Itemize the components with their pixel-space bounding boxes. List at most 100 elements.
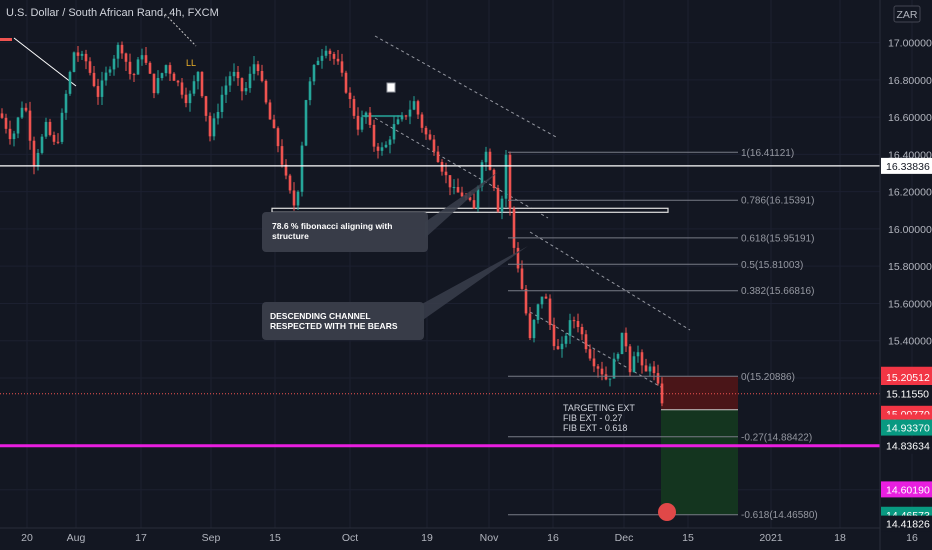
candle-body[interactable] bbox=[424, 127, 428, 135]
candle-body[interactable] bbox=[172, 73, 176, 81]
candle-body[interactable] bbox=[352, 99, 356, 116]
candle-body[interactable] bbox=[648, 366, 652, 372]
candle-body[interactable] bbox=[240, 78, 244, 92]
candle-body[interactable] bbox=[468, 197, 472, 201]
candle-body[interactable] bbox=[524, 288, 528, 314]
candle-body[interactable] bbox=[460, 192, 464, 197]
candle-body[interactable] bbox=[40, 136, 44, 153]
candle-body[interactable] bbox=[8, 128, 12, 140]
candle-body[interactable] bbox=[616, 354, 620, 359]
candle-body[interactable] bbox=[328, 50, 332, 54]
candle-body[interactable] bbox=[112, 58, 116, 70]
candle-body[interactable] bbox=[504, 154, 508, 199]
candle-body[interactable] bbox=[540, 296, 544, 305]
candle-body[interactable] bbox=[312, 64, 316, 82]
candle-body[interactable] bbox=[404, 115, 408, 117]
candle-body[interactable] bbox=[204, 96, 208, 116]
fib-callout-box[interactable] bbox=[262, 212, 428, 252]
candle-body[interactable] bbox=[624, 332, 628, 347]
candle-body[interactable] bbox=[548, 298, 552, 325]
candle-body[interactable] bbox=[384, 144, 388, 148]
candle-body[interactable] bbox=[636, 352, 640, 357]
take-profit-zone[interactable] bbox=[661, 409, 738, 515]
price-tag[interactable] bbox=[881, 481, 932, 498]
currency-badge[interactable]: ZAR bbox=[893, 5, 921, 23]
candle-body[interactable] bbox=[80, 53, 84, 56]
candle-body[interactable] bbox=[132, 74, 136, 76]
candle-body[interactable] bbox=[104, 72, 108, 81]
candle-body[interactable] bbox=[100, 80, 104, 97]
candle-body[interactable] bbox=[288, 175, 292, 191]
candle-body[interactable] bbox=[572, 320, 576, 322]
candle-body[interactable] bbox=[372, 124, 376, 147]
candle-body[interactable] bbox=[256, 64, 260, 72]
candle-body[interactable] bbox=[164, 65, 168, 74]
candle-body[interactable] bbox=[144, 55, 148, 63]
candle-body[interactable] bbox=[348, 92, 352, 100]
candle-body[interactable] bbox=[356, 115, 360, 130]
candle-body[interactable] bbox=[396, 119, 400, 125]
candle-body[interactable] bbox=[268, 102, 272, 120]
candle-body[interactable] bbox=[452, 187, 456, 189]
candle-body[interactable] bbox=[44, 121, 48, 137]
candle-body[interactable] bbox=[392, 124, 396, 140]
candle-body[interactable] bbox=[96, 86, 100, 97]
candle-body[interactable] bbox=[496, 187, 500, 212]
candle-body[interactable] bbox=[128, 61, 132, 75]
candle-body[interactable] bbox=[388, 139, 392, 145]
event-marker-icon[interactable] bbox=[658, 503, 676, 521]
candle-body[interactable] bbox=[516, 247, 520, 269]
candle-body[interactable] bbox=[284, 164, 288, 176]
candle-body[interactable] bbox=[32, 140, 36, 166]
candle-body[interactable] bbox=[608, 378, 612, 380]
candle-body[interactable] bbox=[88, 61, 92, 73]
candle-body[interactable] bbox=[244, 88, 248, 92]
candle-body[interactable] bbox=[640, 352, 644, 366]
candle-body[interactable] bbox=[544, 296, 548, 299]
candle-body[interactable] bbox=[532, 319, 536, 339]
candle-body[interactable] bbox=[156, 78, 160, 94]
candle-body[interactable] bbox=[236, 71, 240, 79]
candle-body[interactable] bbox=[552, 324, 556, 347]
level-price-tag[interactable] bbox=[881, 157, 932, 174]
candle-body[interactable] bbox=[472, 200, 476, 209]
stop-loss-zone[interactable] bbox=[661, 376, 738, 410]
candle-body[interactable] bbox=[632, 356, 636, 373]
candle-body[interactable] bbox=[72, 52, 76, 72]
candle-body[interactable] bbox=[136, 59, 140, 75]
candle-body[interactable] bbox=[160, 73, 164, 79]
candle-body[interactable] bbox=[324, 50, 328, 56]
candle-body[interactable] bbox=[596, 366, 600, 369]
candle-body[interactable] bbox=[656, 373, 660, 384]
candle-body[interactable] bbox=[264, 80, 268, 103]
candle-body[interactable] bbox=[60, 112, 64, 142]
candle-body[interactable] bbox=[148, 62, 152, 74]
candle-body[interactable] bbox=[612, 358, 616, 379]
candle-body[interactable] bbox=[76, 52, 80, 56]
candle-body[interactable] bbox=[344, 72, 348, 93]
candle-body[interactable] bbox=[364, 112, 368, 118]
time-axis[interactable]: 20 Aug 17 Sep 15 Oct 19 Nov 16 Dec 15 2021 18 16 bbox=[0, 527, 918, 544]
candle-body[interactable] bbox=[336, 58, 340, 62]
candle-body[interactable] bbox=[508, 154, 512, 209]
candle-body[interactable] bbox=[140, 55, 144, 60]
candle-body[interactable] bbox=[592, 358, 596, 367]
candle-body[interactable] bbox=[408, 109, 412, 117]
candle-body[interactable] bbox=[92, 72, 96, 87]
candle-body[interactable] bbox=[24, 107, 28, 111]
candle-body[interactable] bbox=[600, 368, 604, 375]
candle-body[interactable] bbox=[252, 64, 256, 74]
candle-body[interactable] bbox=[300, 145, 304, 192]
candle-body[interactable] bbox=[644, 365, 648, 372]
candle-body[interactable] bbox=[448, 175, 452, 188]
candle-body[interactable] bbox=[36, 152, 40, 166]
channel-callout-box[interactable] bbox=[262, 302, 424, 340]
candle-body[interactable] bbox=[444, 171, 448, 176]
candle-body[interactable] bbox=[476, 186, 480, 209]
candle-body[interactable] bbox=[120, 44, 124, 54]
candle-body[interactable] bbox=[316, 60, 320, 65]
candle-body[interactable] bbox=[512, 208, 516, 248]
candle-body[interactable] bbox=[576, 321, 580, 328]
candle-body[interactable] bbox=[580, 327, 584, 335]
